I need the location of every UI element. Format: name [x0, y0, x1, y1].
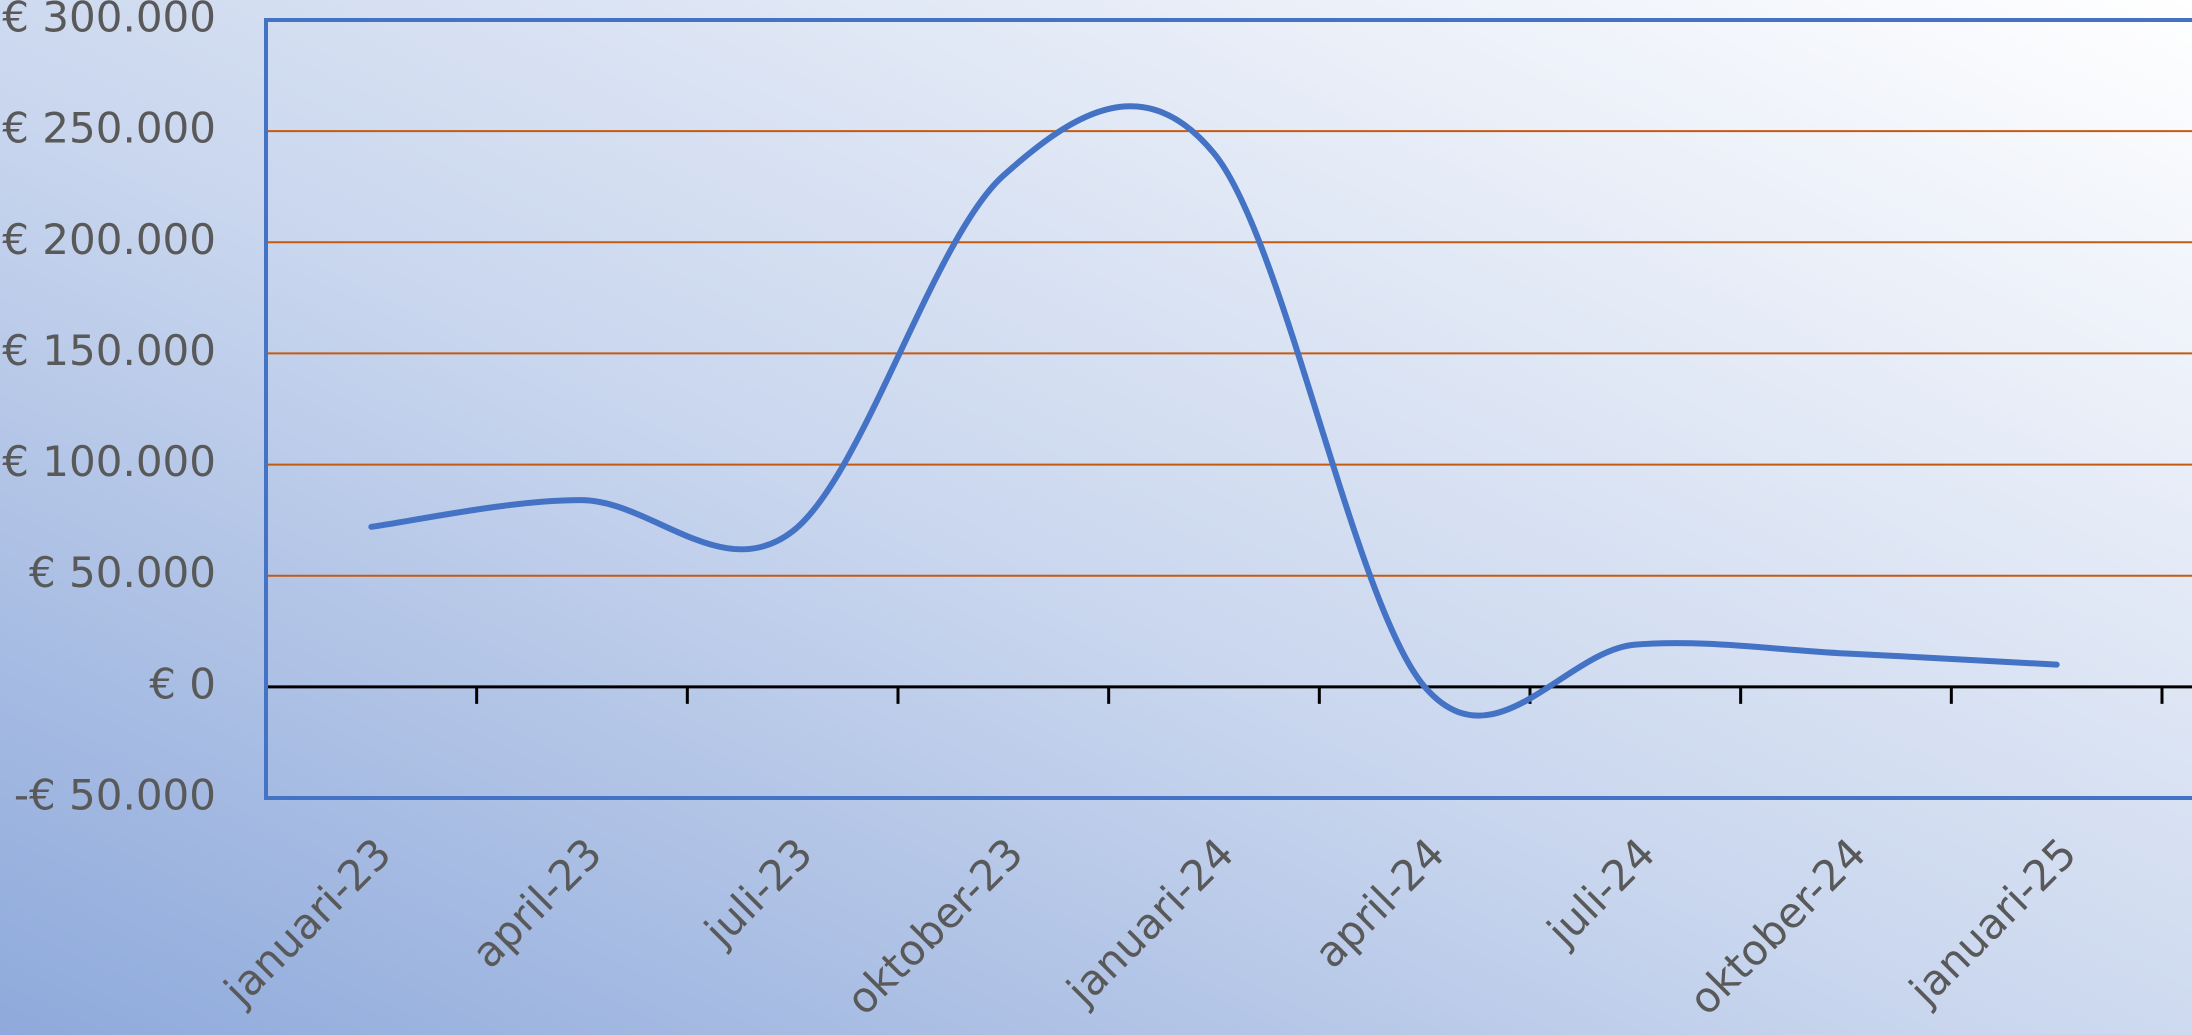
y-tick-label: € 300.000: [2, 0, 216, 42]
y-tick-label: € 0: [149, 659, 216, 708]
y-tick-label: € 200.000: [2, 215, 216, 264]
y-tick-label: € 150.000: [2, 326, 216, 375]
y-tick-label: -€ 50.000: [14, 771, 216, 820]
y-tick-label: € 50.000: [29, 548, 216, 597]
plot-frame: [264, 18, 2192, 800]
y-tick-label: € 250.000: [2, 104, 216, 153]
line-series: [368, 103, 2060, 719]
y-tick-label: € 100.000: [2, 437, 216, 486]
